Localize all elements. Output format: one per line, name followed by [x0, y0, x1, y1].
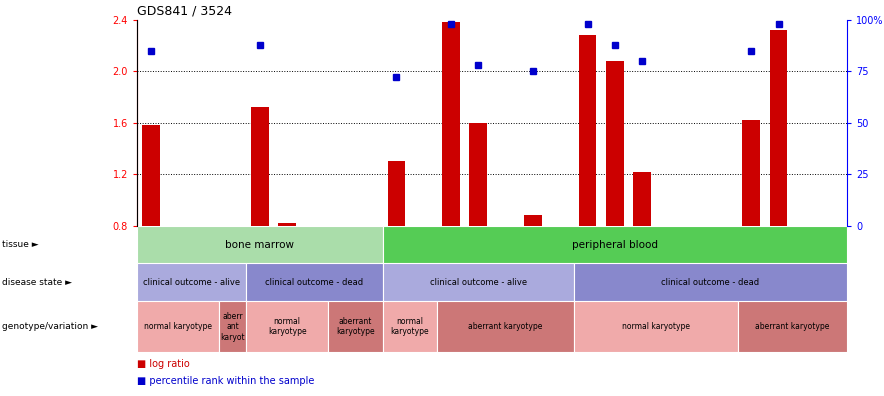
Bar [387, 162, 405, 226]
Bar [137, 226, 383, 263]
Text: aberrant karyotype: aberrant karyotype [469, 322, 543, 331]
Bar [219, 301, 247, 352]
Bar [469, 123, 487, 226]
Bar [383, 301, 438, 352]
Bar [137, 263, 247, 301]
Bar [574, 263, 847, 301]
Text: ■ percentile rank within the sample: ■ percentile rank within the sample [137, 376, 315, 386]
Bar [633, 172, 651, 226]
Bar [579, 35, 597, 226]
Text: peripheral blood: peripheral blood [572, 240, 658, 249]
Bar [141, 125, 159, 226]
Text: aberrant karyotype: aberrant karyotype [755, 322, 829, 331]
Bar [574, 301, 737, 352]
Text: tissue ►: tissue ► [2, 240, 38, 249]
Bar [743, 120, 760, 226]
Text: aberrant
karyotype: aberrant karyotype [336, 317, 375, 336]
Bar [247, 301, 328, 352]
Bar [606, 61, 624, 226]
Text: GDS841 / 3524: GDS841 / 3524 [137, 4, 232, 17]
Text: aberr
ant
karyot: aberr ant karyot [220, 312, 245, 342]
Bar [442, 22, 460, 226]
Text: clinical outcome - alive: clinical outcome - alive [430, 278, 527, 287]
Bar [383, 263, 574, 301]
Text: normal karyotype: normal karyotype [144, 322, 212, 331]
Text: ■ log ratio: ■ log ratio [137, 358, 190, 369]
Text: clinical outcome - dead: clinical outcome - dead [661, 278, 759, 287]
Text: disease state ►: disease state ► [2, 278, 72, 287]
Text: bone marrow: bone marrow [225, 240, 294, 249]
Text: normal
karyotype: normal karyotype [268, 317, 307, 336]
Bar [770, 30, 788, 226]
Text: genotype/variation ►: genotype/variation ► [2, 322, 98, 331]
Text: normal karyotype: normal karyotype [621, 322, 690, 331]
Text: clinical outcome - alive: clinical outcome - alive [143, 278, 240, 287]
Bar [251, 107, 269, 226]
Bar [737, 301, 847, 352]
Bar [524, 215, 542, 226]
Bar [328, 301, 383, 352]
Bar [438, 301, 574, 352]
Bar [278, 223, 296, 226]
Bar [137, 301, 219, 352]
Text: normal
karyotype: normal karyotype [391, 317, 430, 336]
Bar [247, 263, 383, 301]
Bar [383, 226, 847, 263]
Text: clinical outcome - dead: clinical outcome - dead [265, 278, 363, 287]
